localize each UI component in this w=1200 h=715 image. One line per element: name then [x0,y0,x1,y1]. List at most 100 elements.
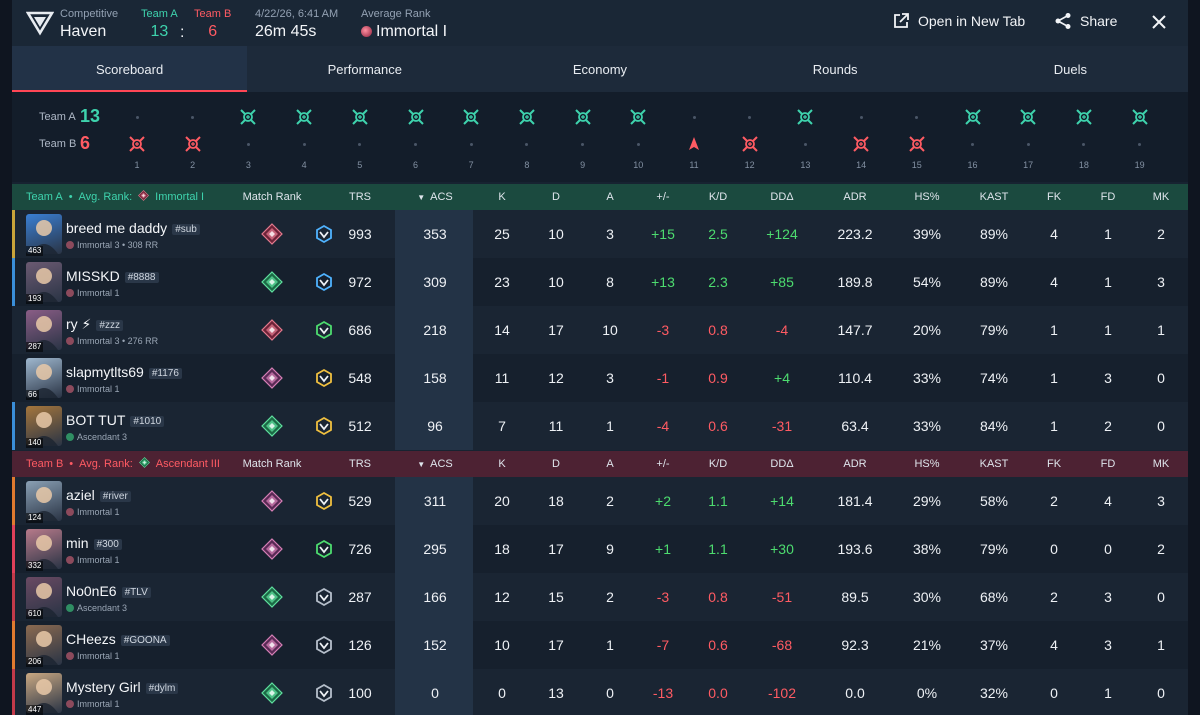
player-name[interactable]: CHeezs #GOONA [66,631,170,647]
column-header-adr[interactable]: ADR [825,451,885,477]
tab-rounds[interactable]: Rounds [812,61,858,77]
column-header-k[interactable]: K [472,451,532,477]
player-row[interactable]: 332 min #300 Immortal 1 726 295 18 17 9 +1 1.1 +30… [12,525,1188,573]
player-name[interactable]: Mystery Girl #dylm [66,679,179,695]
column-header-match-rank[interactable]: Match Rank [232,184,312,210]
column-header-trs[interactable]: TRS [330,451,390,477]
stat-fk: 2 [1050,589,1058,605]
round-loss-dot[interactable] [902,107,932,127]
player-color-accent [12,573,15,621]
player-name[interactable]: No0nE6 #TLV [66,583,151,599]
column-header-kast[interactable]: KAST [964,184,1024,210]
player-name[interactable]: slapmytlts69 #1176 [66,364,182,380]
round-loss-dot[interactable] [122,107,152,127]
elimination-win-icon[interactable] [122,134,152,154]
elimination-win-icon[interactable] [289,107,319,127]
round-loss-dot[interactable] [846,107,876,127]
round-loss-dot[interactable] [289,134,319,154]
round-loss-dot[interactable] [735,107,765,127]
player-row[interactable]: 447 Mystery Girl #dylm Immortal 1 100 0 0 13 0-… [12,669,1188,715]
column-header-acs[interactable]: ▼ ACS [405,451,465,477]
player-row[interactable]: 463 breed me daddy #sub Immortal 3 • 308 RR… [12,210,1188,258]
open-new-tab-button[interactable]: Open in New Tab [892,12,1025,30]
round-loss-dot[interactable] [679,107,709,127]
player-name[interactable]: MISSKD #8888 [66,268,159,284]
round-loss-dot[interactable] [456,134,486,154]
player-row[interactable]: 287 ry ⚡ #zzz Immortal 3 • 276 RR 686 218 14 1… [12,306,1188,354]
round-loss-dot[interactable] [345,134,375,154]
column-header-fd[interactable]: FD [1078,184,1138,210]
player-row[interactable]: 206 CHeezs #GOONA Immortal 1 126 152 10 17 1 -7 0… [12,621,1188,669]
elimination-win-icon[interactable] [735,134,765,154]
column-header-kd[interactable]: K/D [688,184,748,210]
round-loss-dot[interactable] [178,107,208,127]
round-loss-dot[interactable] [1013,134,1043,154]
column-header-d[interactable]: D [526,451,586,477]
column-header-pm[interactable]: +/- [633,451,693,477]
stat-acs: 309 [423,274,447,290]
column-header-kast[interactable]: KAST [964,451,1024,477]
player-name[interactable]: breed me daddy #sub [66,220,200,236]
column-header-adr[interactable]: ADR [825,184,885,210]
player-row[interactable]: 66 slapmytlts69 #1176 Immortal 1 548 158 11 12… [12,354,1188,402]
player-row[interactable]: 610 No0nE6 #TLV Ascendant 3 287 166 12 15 2 -3 0.… [12,573,1188,621]
player-name[interactable]: ry ⚡ #zzz [66,316,123,333]
elimination-win-icon[interactable] [790,107,820,127]
column-header-hs[interactable]: HS% [897,184,957,210]
player-name[interactable]: BOT TUT #1010 [66,412,165,428]
player-row[interactable]: 124 aziel #river Immortal 1 529 311 20 18 2 +2 1.… [12,477,1188,525]
column-header-dd[interactable]: DDΔ [752,451,812,477]
column-header-pm[interactable]: +/- [633,184,693,210]
column-header-mk[interactable]: MK [1131,451,1188,477]
tab-performance[interactable]: Performance [327,61,402,77]
share-button[interactable]: Share [1054,12,1117,30]
round-loss-dot[interactable] [1069,134,1099,154]
column-header-match-rank[interactable]: Match Rank [232,451,312,477]
round-loss-dot[interactable] [790,134,820,154]
round-loss-dot[interactable] [512,134,542,154]
elimination-win-icon[interactable] [512,107,542,127]
round-loss-dot[interactable] [1125,134,1155,154]
round-loss-dot[interactable] [623,134,653,154]
column-header-fk[interactable]: FK [1024,184,1084,210]
tab-scoreboard[interactable]: Scoreboard [12,46,248,92]
close-icon[interactable] [1150,13,1168,31]
player-name[interactable]: min #300 [66,535,122,551]
column-header-hs[interactable]: HS% [897,451,957,477]
column-header-a[interactable]: A [580,451,640,477]
round-loss-dot[interactable] [568,134,598,154]
column-header-kd[interactable]: K/D [688,451,748,477]
elimination-win-icon[interactable] [1125,107,1155,127]
elimination-win-icon[interactable] [1013,107,1043,127]
column-header-dd[interactable]: DDΔ [752,184,812,210]
player-name[interactable]: aziel #river [66,487,131,503]
round-loss-dot[interactable] [401,134,431,154]
column-header-d[interactable]: D [526,184,586,210]
player-row[interactable]: 140 BOT TUT #1010 Ascendant 3 512 96 7 11 1 -4 0.… [12,402,1188,450]
spike-win-icon[interactable] [679,134,709,154]
elimination-win-icon[interactable] [1069,107,1099,127]
elimination-win-icon[interactable] [178,134,208,154]
elimination-win-icon[interactable] [456,107,486,127]
column-header-fk[interactable]: FK [1024,451,1084,477]
player-row[interactable]: 193 MISSKD #8888 Immortal 1 972 309 23 10 8 +13 2… [12,258,1188,306]
column-header-fd[interactable]: FD [1078,451,1138,477]
column-header-a[interactable]: A [580,184,640,210]
elimination-win-icon[interactable] [623,107,653,127]
rank-mini-icon [66,241,74,249]
column-header-k[interactable]: K [472,184,532,210]
column-header-trs[interactable]: TRS [330,184,390,210]
elimination-win-icon[interactable] [233,107,263,127]
column-header-mk[interactable]: MK [1131,184,1188,210]
elimination-win-icon[interactable] [345,107,375,127]
elimination-win-icon[interactable] [846,134,876,154]
tab-economy[interactable]: Economy [572,61,628,77]
column-header-acs[interactable]: ▼ ACS [405,184,465,210]
tab-duels[interactable]: Duels [1053,61,1087,77]
round-loss-dot[interactable] [233,134,263,154]
elimination-win-icon[interactable] [568,107,598,127]
elimination-win-icon[interactable] [401,107,431,127]
round-loss-dot[interactable] [958,134,988,154]
elimination-win-icon[interactable] [902,134,932,154]
elimination-win-icon[interactable] [958,107,988,127]
